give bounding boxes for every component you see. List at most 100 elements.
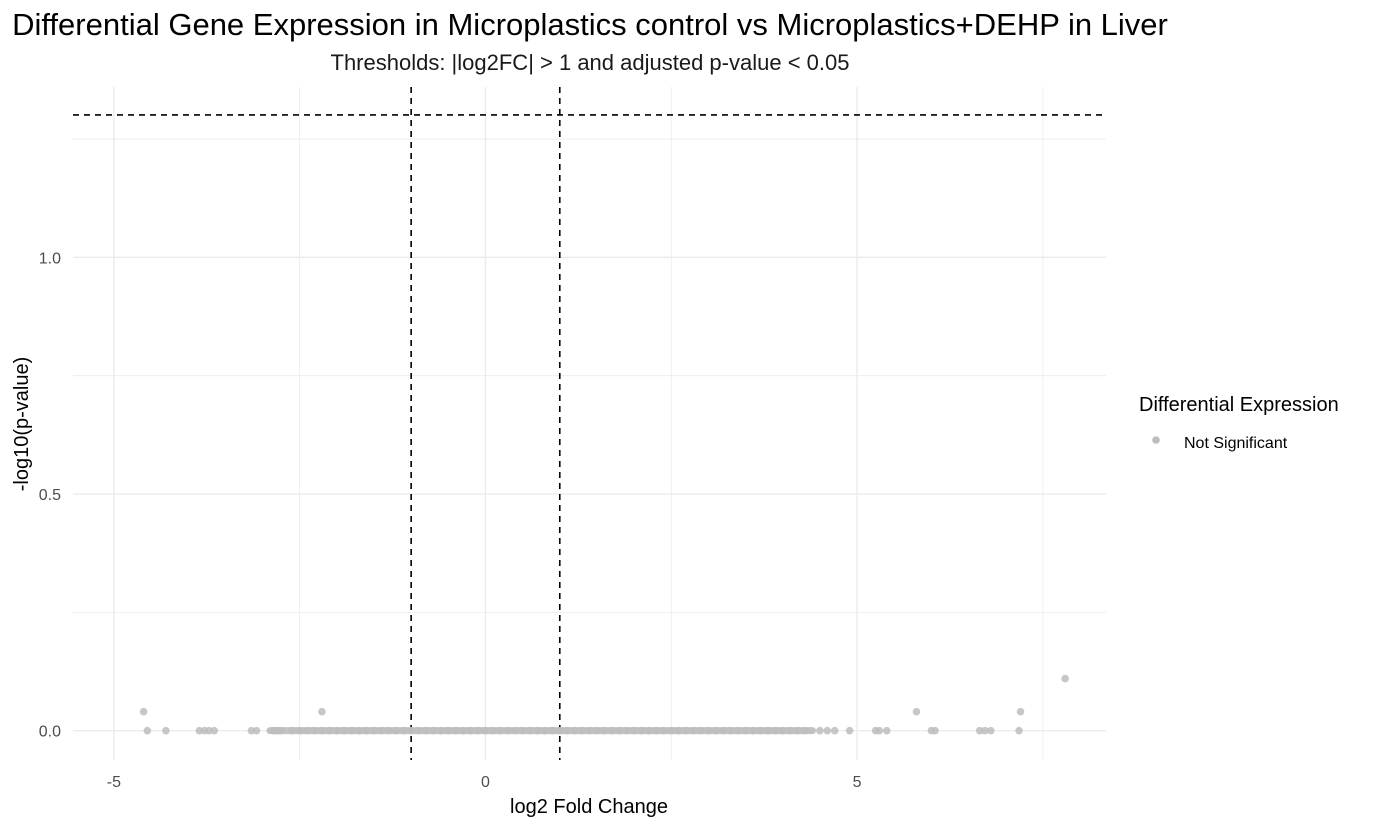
data-point	[444, 726, 453, 735]
data-point	[466, 726, 475, 735]
data-point	[355, 726, 363, 735]
data-point	[726, 726, 735, 735]
data-point	[786, 726, 794, 735]
data-point	[548, 726, 557, 735]
data-point	[704, 726, 713, 735]
data-point	[407, 726, 415, 735]
data-point	[682, 726, 690, 735]
data-point	[578, 726, 586, 735]
data-point	[247, 726, 256, 735]
data-point	[622, 726, 631, 735]
data-point	[392, 726, 401, 735]
data-point	[712, 726, 720, 735]
data-point	[139, 707, 148, 716]
data-point	[749, 726, 757, 735]
data-point	[630, 726, 638, 735]
data-point	[734, 726, 742, 735]
data-point	[474, 726, 482, 735]
data-point	[399, 726, 408, 735]
data-point	[318, 707, 326, 716]
data-point	[570, 726, 579, 735]
x-tick-label: -5	[107, 774, 121, 791]
data-point	[340, 726, 349, 735]
data-point	[370, 726, 378, 735]
data-point	[277, 726, 285, 735]
data-point	[607, 726, 616, 735]
data-point	[1061, 674, 1069, 683]
data-point	[414, 726, 423, 735]
data-point	[429, 726, 438, 735]
data-point	[362, 726, 371, 735]
data-point	[210, 726, 219, 735]
data-point	[652, 726, 661, 735]
data-point	[526, 726, 534, 735]
data-point	[793, 726, 802, 735]
data-point	[756, 726, 765, 735]
data-point	[252, 726, 261, 735]
data-point	[882, 726, 891, 735]
data-point	[771, 726, 780, 735]
legend-key-not-significant	[1152, 436, 1160, 444]
threshold-lines	[73, 87, 1106, 760]
legend: Differential Expression Not Significant	[1139, 394, 1339, 452]
data-point	[830, 726, 839, 735]
data-point	[801, 726, 809, 735]
data-point	[347, 726, 356, 735]
data-point	[377, 726, 386, 735]
data-point	[741, 726, 750, 735]
data-point	[195, 726, 204, 735]
data-point	[875, 726, 884, 735]
data-point	[660, 726, 668, 735]
data-point	[511, 726, 519, 735]
data-point	[764, 726, 772, 735]
data-point	[318, 726, 326, 735]
data-point	[823, 726, 832, 735]
data-point	[489, 726, 497, 735]
data-point	[645, 726, 653, 735]
data-point	[437, 726, 445, 735]
x-axis-title: log2 Fold Change	[510, 796, 668, 818]
data-point	[481, 726, 490, 735]
data-point	[555, 726, 564, 735]
data-point	[422, 726, 430, 735]
data-point	[541, 726, 549, 735]
data-points	[139, 674, 1069, 735]
data-point	[1015, 726, 1023, 735]
axis-ticks: -5 0 5 0.0 0.5 1.0	[39, 250, 862, 791]
data-point	[975, 726, 984, 735]
x-tick-label: 0	[481, 774, 490, 791]
data-point	[518, 726, 527, 735]
data-point	[162, 726, 170, 735]
data-point	[295, 726, 304, 735]
data-point	[719, 726, 728, 735]
legend-label-not-significant: Not Significant	[1184, 435, 1288, 452]
data-point	[385, 726, 393, 735]
data-point	[585, 726, 594, 735]
data-point	[981, 726, 989, 735]
x-tick-label: 5	[853, 774, 862, 791]
y-tick-label: 0.5	[39, 487, 61, 504]
data-point	[205, 726, 213, 735]
data-point	[600, 726, 609, 735]
chart-subtitle: Thresholds: |log2FC| > 1 and adjusted p-…	[331, 50, 850, 75]
data-point	[533, 726, 542, 735]
data-point	[987, 726, 995, 735]
data-point	[303, 726, 311, 735]
legend-title: Differential Expression	[1139, 394, 1339, 416]
data-point	[637, 726, 646, 735]
data-point	[615, 726, 624, 735]
data-point	[325, 726, 334, 735]
data-point	[667, 726, 676, 735]
data-point	[143, 726, 152, 735]
data-point	[333, 726, 341, 735]
data-point	[931, 726, 939, 735]
y-tick-label: 1.0	[39, 250, 61, 267]
data-point	[697, 726, 705, 735]
data-point	[593, 726, 601, 735]
chart-title: Differential Gene Expression in Micropla…	[12, 7, 1168, 42]
data-point	[845, 726, 854, 735]
data-point	[496, 726, 505, 735]
data-point	[1016, 707, 1025, 716]
data-point	[563, 726, 572, 735]
